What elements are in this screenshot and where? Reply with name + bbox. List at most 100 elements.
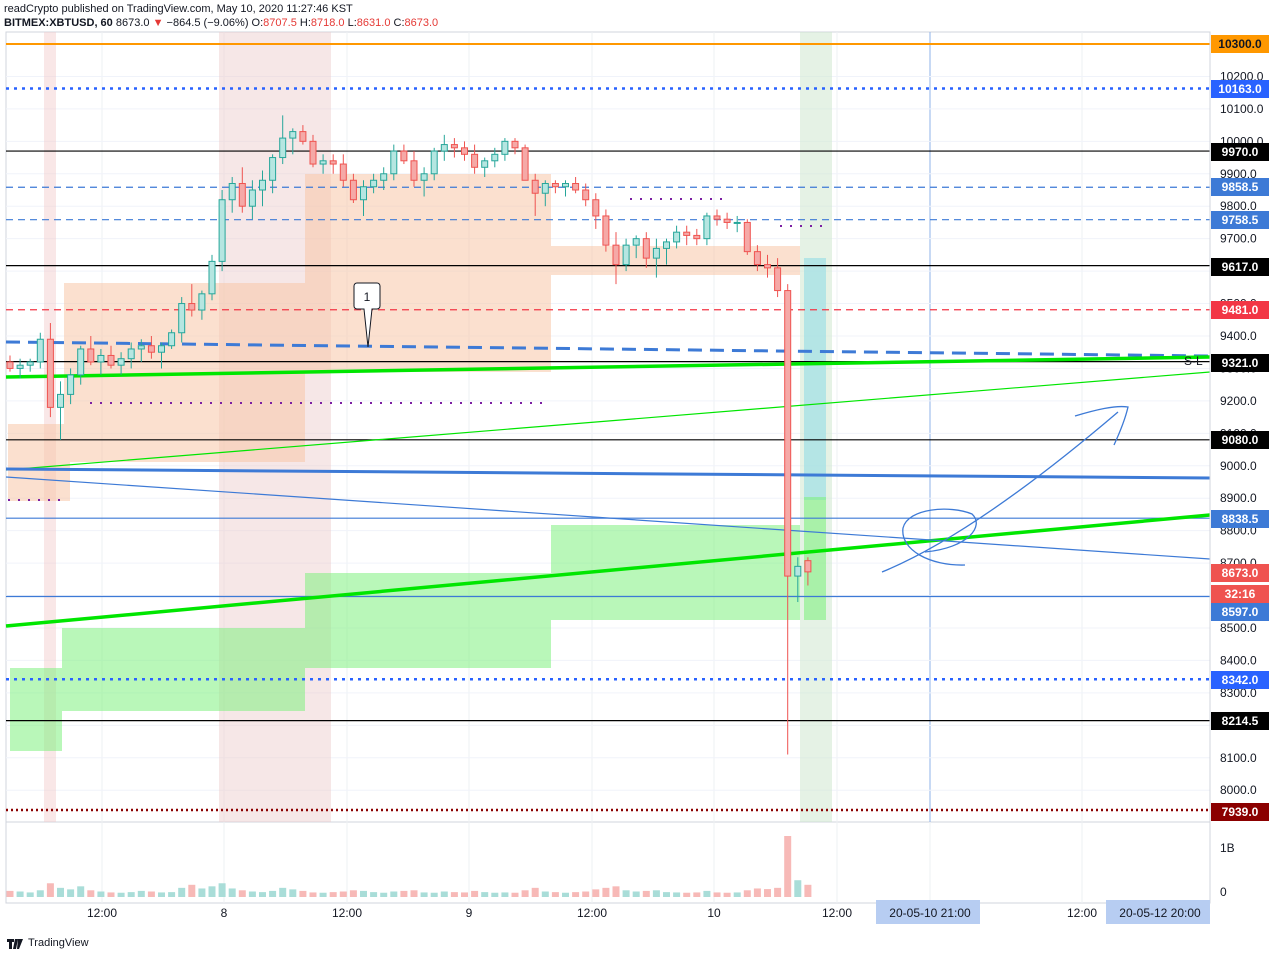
price-label-box <box>1211 585 1269 603</box>
last-price: 8673.0 <box>115 17 150 29</box>
cloud-band-orange <box>305 174 551 372</box>
price-label: 32:16 <box>1225 587 1256 601</box>
candle-body <box>440 144 448 152</box>
candle-body <box>683 231 691 236</box>
candle-body <box>733 221 741 224</box>
price-label-box <box>1211 510 1269 528</box>
volume-bar <box>774 887 782 897</box>
candle-body <box>713 215 721 220</box>
price-label: 9481.0 <box>1222 303 1259 317</box>
volume-bar <box>57 887 64 897</box>
candle-body <box>218 199 226 262</box>
candle-body <box>87 348 95 363</box>
volume-bar <box>572 892 580 897</box>
close-label: C: <box>393 17 405 29</box>
price-label-box <box>1211 564 1269 582</box>
trendline-green-support <box>5 513 1211 628</box>
volume-bar <box>551 892 559 897</box>
volume-bar <box>26 892 34 897</box>
price-tick-label: 9900.0 <box>1220 167 1257 181</box>
volume-bar <box>77 886 85 897</box>
volume-bar <box>107 892 115 897</box>
time-crosshair-box <box>1106 900 1210 924</box>
price-label: 8342.0 <box>1222 673 1259 687</box>
candle-body <box>531 179 539 194</box>
volume-bar <box>309 892 317 897</box>
candle-body <box>794 565 802 577</box>
candle-body <box>430 150 438 175</box>
volume-bar <box>784 836 792 897</box>
price-tick-label: 10100.0 <box>1220 102 1264 116</box>
symbol-line: BITMEX:XBTUSD, 60 8673.0 ▼ −864.5 (−9.06… <box>4 17 438 30</box>
time-tick-label: 20-05-10 21:00 <box>889 906 971 920</box>
candle-body <box>259 179 266 191</box>
volume-bar <box>16 891 24 897</box>
volume-bar <box>127 892 135 897</box>
position-band-target <box>804 258 826 500</box>
trendline-blue-thin <box>5 476 1211 560</box>
candle-body <box>471 153 479 168</box>
time-tick-label: 12:00 <box>87 906 117 920</box>
footer: TradingView <box>6 936 89 950</box>
price-label-box <box>1211 712 1269 730</box>
candle-body <box>46 338 54 408</box>
candle-body <box>632 238 640 246</box>
volume-bar <box>6 890 14 897</box>
price-tick-label: 9000.0 <box>1220 459 1257 473</box>
price-label-box <box>1211 354 1269 372</box>
cloud-band-orange <box>64 283 70 501</box>
stop-loss-label: S-L <box>1184 354 1203 368</box>
candle-body <box>652 247 660 259</box>
candle-body <box>804 560 812 573</box>
candle-body <box>97 354 105 363</box>
candle-body <box>279 137 287 159</box>
candle-body <box>592 199 600 217</box>
volume-bar <box>218 883 226 897</box>
volume-bar <box>319 892 327 897</box>
candle-body <box>562 183 569 188</box>
candle-body <box>147 345 155 353</box>
volume-bar <box>753 888 761 897</box>
candle-body <box>36 338 44 363</box>
callout-text: 1 <box>364 290 371 304</box>
volume-bar <box>147 891 155 897</box>
time-tick-label: 10 <box>707 906 721 920</box>
candle-body <box>6 361 14 369</box>
volume-bar <box>683 892 691 897</box>
volume-bar <box>289 889 297 897</box>
candle-body <box>107 354 115 366</box>
volume-bar <box>521 890 529 897</box>
volume-bar <box>541 891 549 897</box>
candle-body <box>390 150 398 175</box>
time-tick-label: 12:00 <box>1067 906 1097 920</box>
candle-body <box>339 163 347 181</box>
volume-bar <box>663 892 670 897</box>
price-label: 8597.0 <box>1222 605 1259 619</box>
candle-body <box>380 173 388 181</box>
volume-bar <box>410 890 418 897</box>
time-crosshair-box <box>876 900 980 924</box>
volume-bar <box>562 892 569 897</box>
candle-body <box>602 215 610 246</box>
volume-bar <box>450 892 458 897</box>
price-tick-label: 9700.0 <box>1220 232 1257 246</box>
price-tick-label: 9800.0 <box>1220 199 1257 213</box>
candle-body <box>410 160 418 181</box>
symbol: BITMEX:XBTUSD, 60 <box>4 17 113 29</box>
dashed-level-line <box>5 340 1211 358</box>
candle-body <box>420 173 428 181</box>
tradingview-logo-icon <box>7 939 23 949</box>
volume-bar <box>703 890 711 897</box>
drawn-arrow-icon <box>881 411 1119 573</box>
time-tick-label: 12:00 <box>577 906 607 920</box>
low-label: L: <box>347 17 357 29</box>
candle-body <box>269 157 277 181</box>
candle-body <box>501 140 509 155</box>
candle-body <box>511 140 519 149</box>
candle-body <box>622 244 630 266</box>
brand-label: TradingView <box>28 937 89 949</box>
candle-body <box>198 293 206 311</box>
volume-bar <box>481 892 489 897</box>
price-label-box <box>1211 671 1269 689</box>
